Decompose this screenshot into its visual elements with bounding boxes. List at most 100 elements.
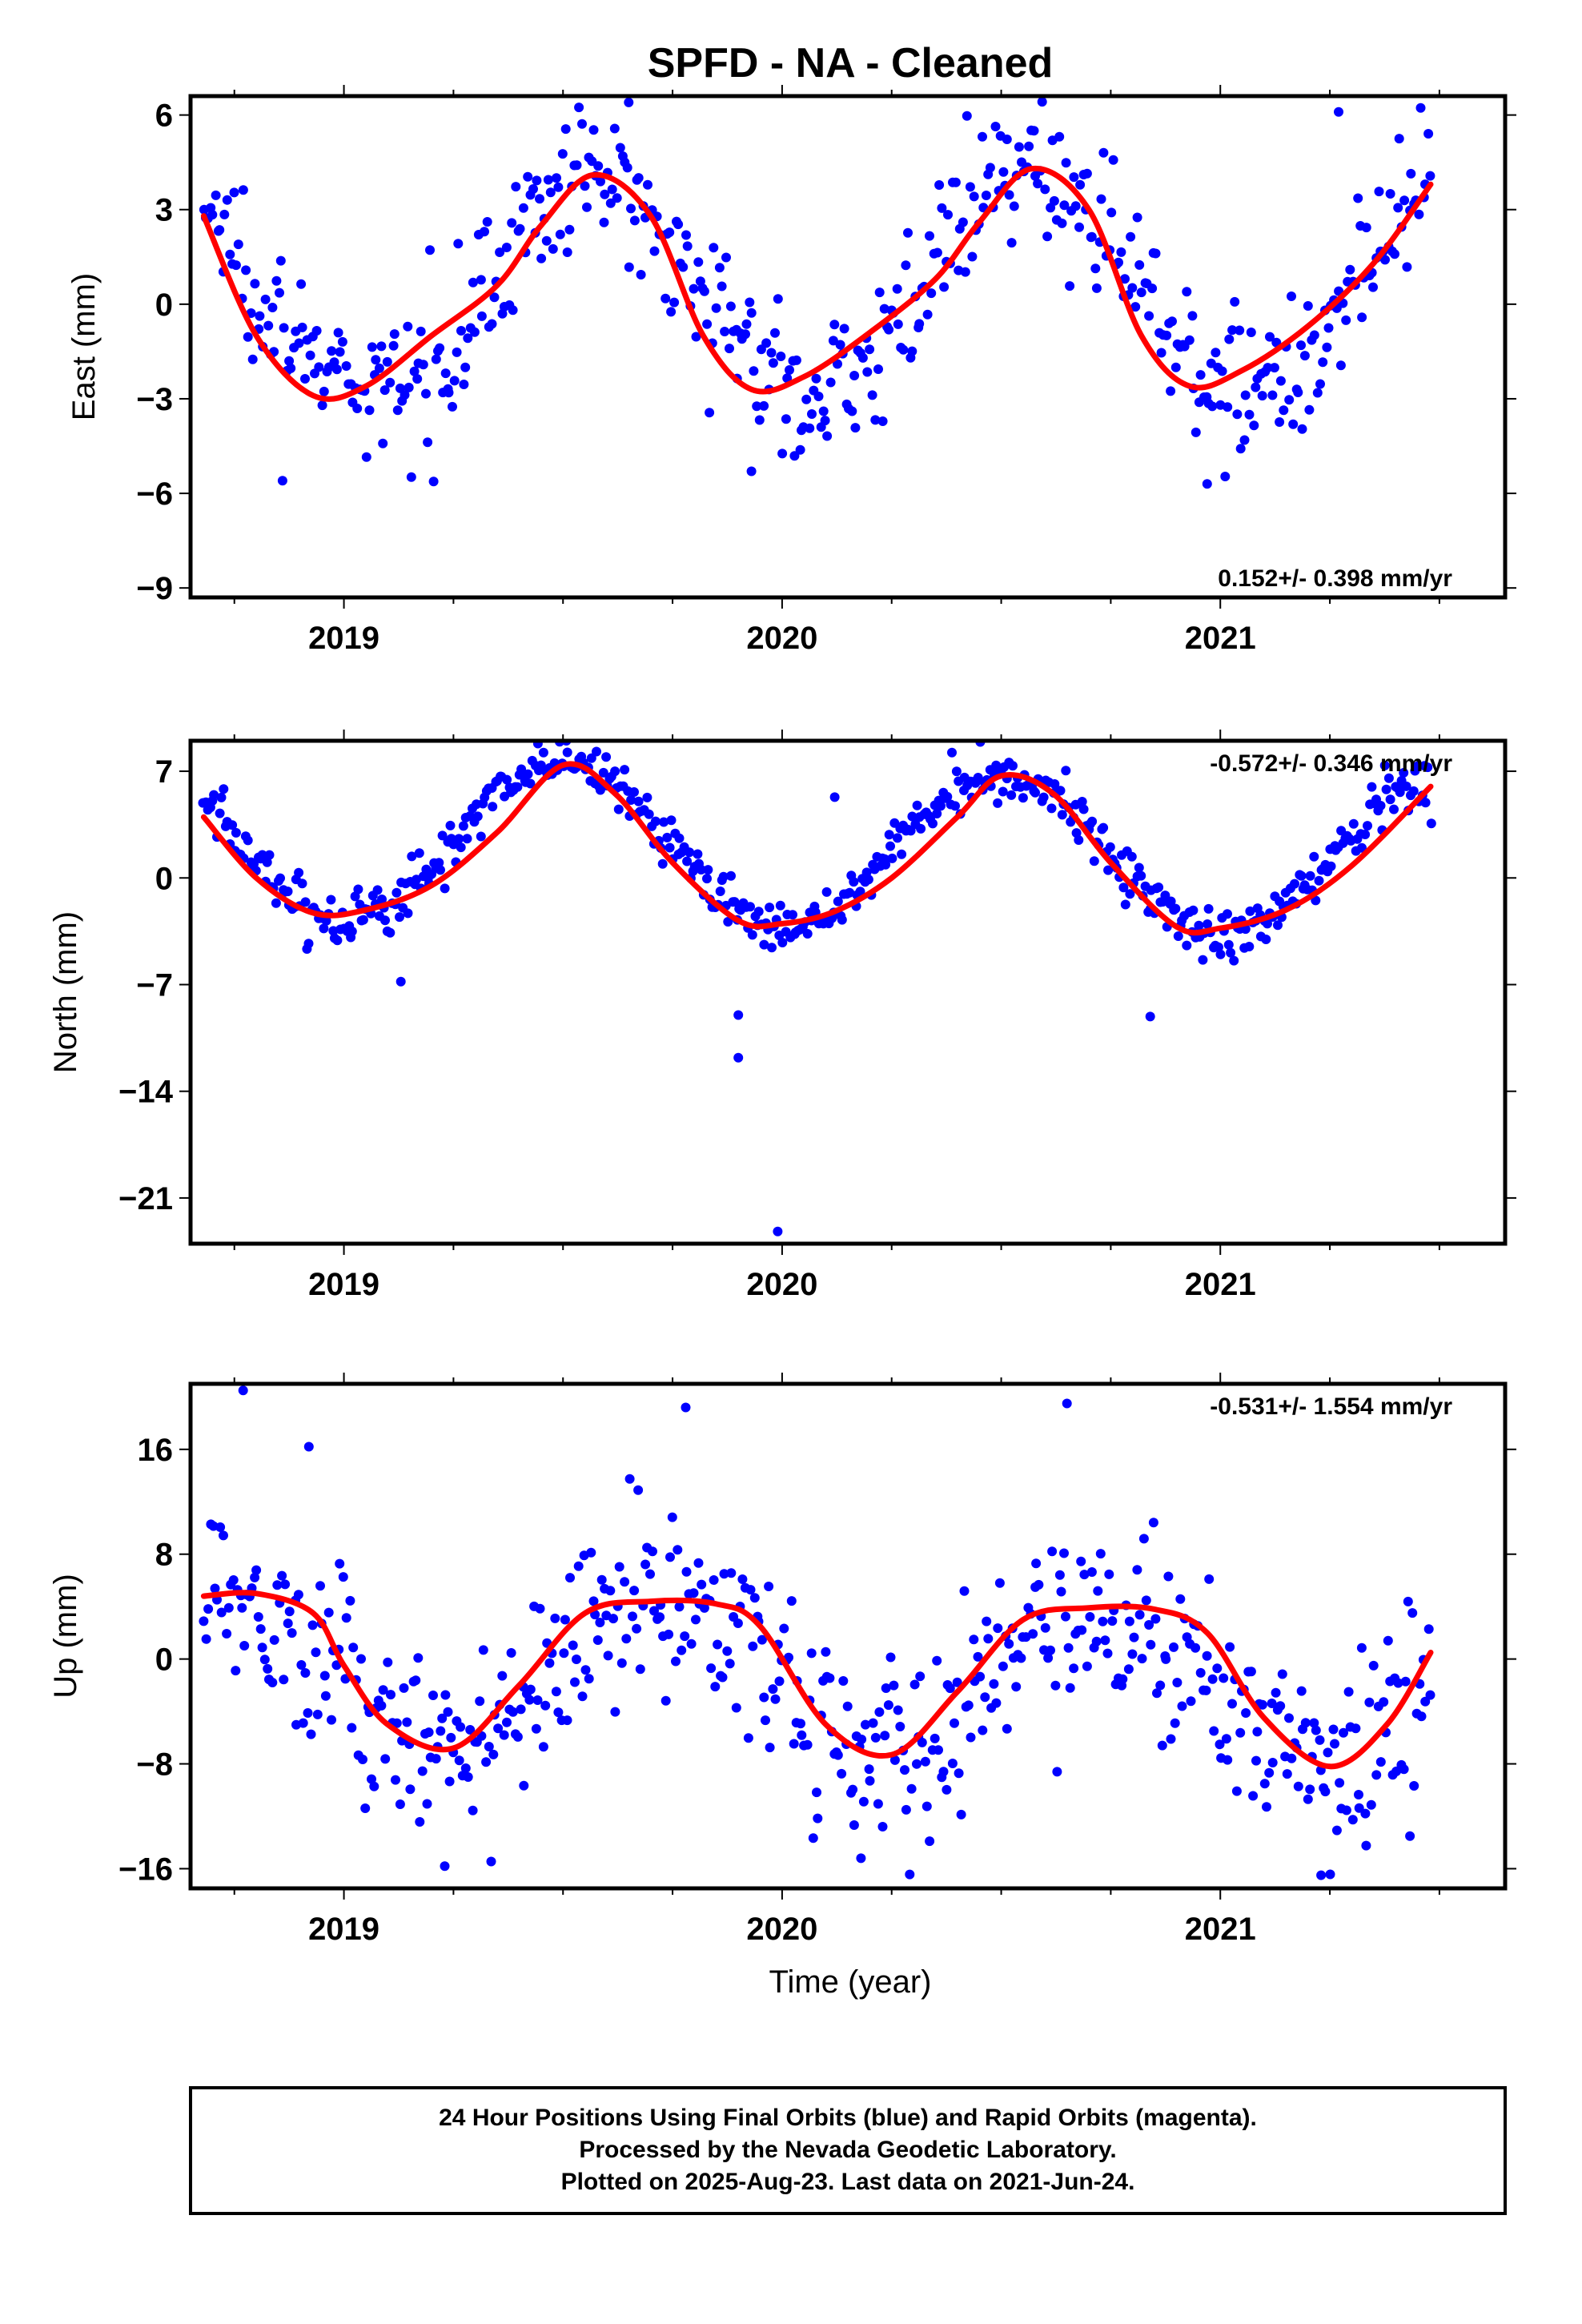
data-point-up bbox=[1400, 1676, 1411, 1687]
data-point-east bbox=[807, 409, 817, 419]
data-point-east bbox=[449, 376, 460, 386]
data-point-up bbox=[1259, 1779, 1270, 1789]
data-point-up bbox=[909, 1679, 920, 1690]
y-tick-label-up: 16 bbox=[138, 1433, 174, 1468]
data-point-north bbox=[626, 795, 636, 805]
data-point-up bbox=[966, 1732, 976, 1743]
data-point-east bbox=[317, 400, 327, 411]
data-point-up bbox=[635, 1664, 645, 1675]
data-point-up bbox=[1330, 1739, 1339, 1749]
data-point-up bbox=[525, 1684, 536, 1695]
data-point-east bbox=[518, 203, 528, 213]
data-point-north bbox=[1134, 862, 1144, 873]
data-point-up bbox=[786, 1596, 797, 1606]
data-point-east bbox=[412, 374, 423, 384]
data-point-up bbox=[994, 1578, 1005, 1588]
data-point-east bbox=[828, 336, 838, 346]
data-point-up bbox=[592, 1635, 603, 1645]
data-point-east bbox=[1357, 312, 1367, 323]
data-point-up bbox=[341, 1613, 351, 1623]
data-point-east bbox=[431, 354, 441, 364]
data-point-east bbox=[1240, 390, 1251, 400]
data-point-east bbox=[329, 357, 339, 368]
data-point-up bbox=[973, 1651, 983, 1662]
data-point-up bbox=[1351, 1723, 1361, 1734]
data-point-east bbox=[574, 103, 584, 113]
data-point-up bbox=[577, 1691, 588, 1702]
footer-line-1: 24 Hour Positions Using Final Orbits (bl… bbox=[439, 2105, 1257, 2131]
data-point-up bbox=[590, 1610, 600, 1620]
data-point-north bbox=[216, 792, 227, 802]
data-point-up bbox=[1163, 1571, 1174, 1582]
data-point-up bbox=[1207, 1674, 1218, 1684]
data-point-east bbox=[523, 171, 533, 182]
data-point-north bbox=[1229, 955, 1239, 966]
data-point-east bbox=[553, 182, 564, 192]
data-point-east bbox=[1033, 179, 1043, 189]
data-point-north bbox=[1126, 851, 1137, 862]
data-point-up bbox=[709, 1575, 719, 1585]
data-point-up bbox=[422, 1799, 432, 1809]
data-point-up bbox=[1323, 1747, 1333, 1758]
data-point-east bbox=[577, 119, 587, 129]
data-point-north bbox=[1030, 787, 1040, 798]
data-point-east bbox=[255, 311, 265, 321]
data-point-north bbox=[1050, 779, 1060, 789]
data-point-up bbox=[573, 1561, 584, 1571]
data-point-up bbox=[796, 1719, 805, 1729]
data-point-up bbox=[1161, 1654, 1171, 1664]
data-point-up bbox=[1028, 1629, 1038, 1639]
data-point-east bbox=[1132, 212, 1142, 223]
data-point-east bbox=[263, 320, 274, 331]
data-point-east bbox=[341, 361, 351, 371]
data-point-east bbox=[612, 193, 622, 203]
data-point-east bbox=[962, 111, 972, 121]
data-point-up bbox=[1052, 1767, 1062, 1777]
data-point-north bbox=[472, 811, 483, 822]
data-point-up bbox=[861, 1719, 870, 1730]
data-point-east bbox=[552, 173, 561, 183]
data-point-up bbox=[550, 1613, 560, 1623]
data-point-east bbox=[1275, 376, 1286, 386]
data-point-east bbox=[1150, 248, 1161, 259]
data-point-up bbox=[348, 1642, 359, 1653]
data-point-north bbox=[283, 887, 293, 897]
data-point-east bbox=[717, 281, 727, 292]
data-point-east bbox=[382, 356, 392, 367]
data-point-east bbox=[777, 448, 788, 459]
data-point-up bbox=[367, 1774, 376, 1784]
data-point-north bbox=[733, 1010, 744, 1020]
y-tick-label-up: −8 bbox=[136, 1747, 173, 1783]
data-point-east bbox=[926, 288, 937, 299]
data-point-east bbox=[770, 328, 780, 338]
data-point-up bbox=[306, 1729, 316, 1739]
data-point-east bbox=[440, 368, 451, 379]
data-point-north bbox=[642, 792, 652, 802]
data-point-up bbox=[757, 1634, 767, 1645]
data-point-north bbox=[1089, 856, 1099, 866]
data-point-east bbox=[388, 340, 399, 351]
data-point-up bbox=[614, 1562, 624, 1572]
data-point-north bbox=[454, 834, 464, 844]
data-point-north bbox=[1194, 920, 1204, 931]
data-point-up bbox=[440, 1690, 451, 1700]
data-point-east bbox=[453, 239, 464, 249]
data-point-up bbox=[998, 1661, 1008, 1671]
data-point-north bbox=[991, 760, 1002, 770]
data-point-north bbox=[523, 769, 533, 779]
data-point-east bbox=[721, 252, 731, 263]
data-point-east bbox=[1090, 263, 1101, 274]
data-point-up bbox=[1086, 1567, 1097, 1577]
data-point-north bbox=[1166, 896, 1176, 907]
data-point-up bbox=[1050, 1680, 1061, 1691]
data-point-up bbox=[1016, 1653, 1026, 1663]
data-point-north bbox=[445, 820, 456, 830]
data-point-up bbox=[774, 1676, 785, 1687]
data-point-east bbox=[782, 373, 793, 384]
data-point-east bbox=[1049, 195, 1059, 206]
data-point-east bbox=[1170, 362, 1181, 372]
data-point-east bbox=[1303, 301, 1313, 311]
x-tick-label-east: 2021 bbox=[1185, 621, 1256, 656]
data-point-up bbox=[1034, 1579, 1044, 1590]
data-point-up bbox=[391, 1718, 402, 1728]
